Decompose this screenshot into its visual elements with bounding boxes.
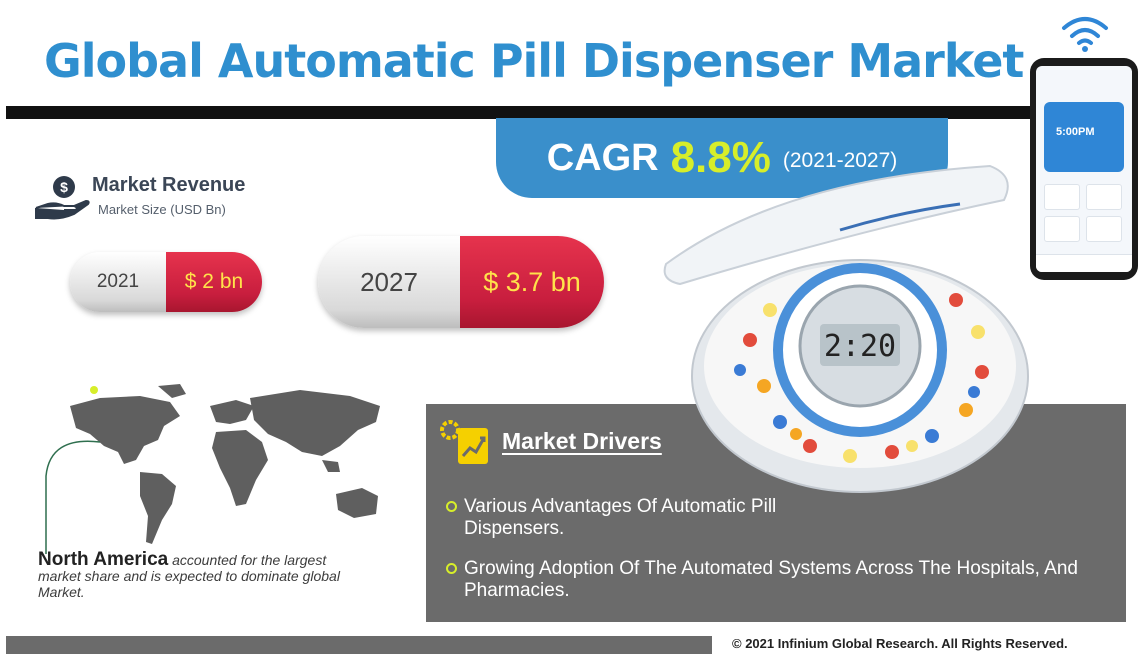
pill-year: 2021 <box>70 252 166 312</box>
bullet-circle-icon <box>446 501 457 512</box>
revenue-title: Market Revenue <box>92 174 246 196</box>
cagr-label: CAGR <box>546 136 659 179</box>
pill-value: $ 2 bn <box>166 252 262 312</box>
phone-tile <box>1044 184 1080 210</box>
driver-text: Various Advantages Of Automatic Pill Dis… <box>464 496 777 539</box>
driver-text: Growing Adoption Of The Automated System… <box>464 558 1078 601</box>
cagr-period: (2021-2027) <box>782 149 898 172</box>
phone-alarm-card <box>1044 102 1124 172</box>
money-hand-icon: $ <box>35 176 90 220</box>
revenue-pill-2027: 2027 $ 3.7 bn <box>318 236 604 328</box>
driver-item: Growing Adoption Of The Automated System… <box>446 558 1086 602</box>
copyright-text: © 2021 Infinium Global Research. All Rig… <box>732 636 1068 651</box>
world-map-graphic <box>45 384 380 554</box>
pill-dispenser-image: 2:20 <box>663 164 1029 493</box>
dispenser-display: 2:20 <box>824 329 896 364</box>
footer-bar <box>6 636 712 654</box>
revenue-subtitle: Market Size (USD Bn) <box>98 202 226 217</box>
region-highlight: North America <box>38 549 169 570</box>
pill-year: 2027 <box>318 236 460 328</box>
phone-tile <box>1044 216 1080 242</box>
gear-chart-icon <box>440 420 488 464</box>
phone-screen: 5:00PM <box>1036 66 1132 272</box>
svg-text:$: $ <box>60 179 68 195</box>
phone-tile <box>1086 216 1122 242</box>
driver-item: Various Advantages Of Automatic Pill Dis… <box>446 496 816 540</box>
phone-tile <box>1086 184 1122 210</box>
revenue-pill-2021: 2021 $ 2 bn <box>70 252 262 312</box>
region-note: North America accounted for the largest … <box>38 549 368 600</box>
wifi-icon <box>1062 17 1108 52</box>
pill-value: $ 3.7 bn <box>460 236 604 328</box>
cagr-value: 8.8% <box>670 133 771 182</box>
header-divider <box>6 106 1036 119</box>
smartphone-image: 5:00PM <box>1030 58 1138 280</box>
drivers-title: Market Drivers <box>502 428 662 454</box>
phone-nav-bar <box>1036 254 1132 272</box>
phone-time: 5:00PM <box>1056 126 1095 138</box>
region-description: accounted for the largest market share a… <box>38 552 340 600</box>
page-title: Global Automatic Pill Dispenser Market <box>44 34 1024 88</box>
bullet-circle-icon <box>446 563 457 574</box>
